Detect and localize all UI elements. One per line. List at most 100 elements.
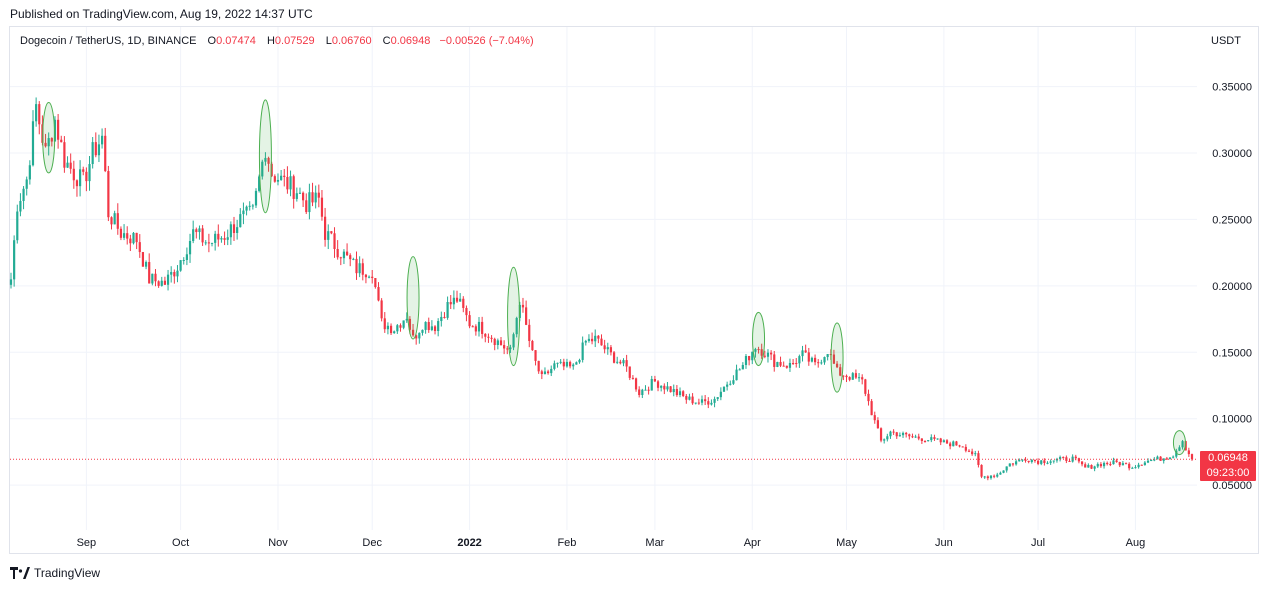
candle-body [1011, 463, 1015, 465]
candle-body [531, 341, 534, 351]
candle-body [104, 135, 107, 172]
candle-body [766, 352, 770, 357]
grid-lines [10, 27, 1197, 530]
candle-body [958, 445, 961, 447]
candle-body [898, 435, 901, 437]
candle-body [1190, 454, 1194, 460]
candle-body [879, 428, 883, 441]
x-tick-label: Jul [1031, 537, 1045, 549]
candle-body [358, 263, 361, 274]
candle-body [738, 369, 741, 371]
candle-body [590, 338, 594, 342]
spike-highlight-ellipse [1172, 430, 1186, 456]
candle-body [886, 436, 889, 440]
candle-body [393, 331, 396, 334]
candle-body [892, 431, 895, 433]
candle-body [283, 175, 286, 177]
chart-frame[interactable] [9, 26, 1259, 554]
x-tick-label: Aug [1126, 537, 1146, 549]
last-price: 0.06948 [1208, 452, 1248, 464]
candle-body [1109, 464, 1112, 466]
candle-body [710, 402, 713, 405]
candle-body [597, 335, 600, 339]
candle-body [556, 362, 559, 364]
candle-body [974, 453, 977, 455]
candle-body [1165, 458, 1168, 460]
candle-body [345, 251, 349, 256]
candle-body [1074, 456, 1077, 459]
candle-body [917, 436, 920, 439]
candle-body [989, 475, 993, 479]
candle-body [220, 238, 223, 240]
time-axis[interactable]: Sep Oct Nov Dec 2022 Feb Mar Apr May Jun Jul Aug [77, 537, 1146, 549]
candle-body [69, 162, 72, 169]
candle-body [63, 142, 66, 168]
candle-body [185, 254, 188, 260]
candle-body [289, 176, 292, 190]
candle-body [1068, 460, 1071, 462]
candle-body [317, 192, 320, 198]
candle-body [298, 192, 302, 194]
candle-body [217, 233, 220, 240]
candle-body [188, 241, 192, 255]
candle-body [1143, 462, 1146, 465]
tradingview-logo[interactable]: TradingView [10, 566, 100, 580]
candle-body [79, 169, 82, 187]
open-value: 0.07474 [216, 35, 256, 47]
candle-body [258, 176, 261, 191]
candle-body [440, 316, 443, 322]
candle-body [352, 258, 355, 260]
candle-body [223, 238, 226, 240]
candle-body [1159, 456, 1162, 461]
candle-body [697, 402, 700, 404]
candle-body [330, 231, 333, 234]
candle-body [854, 373, 858, 378]
candle-body [1146, 460, 1150, 463]
candle-body [939, 438, 942, 443]
candle-body [94, 142, 97, 156]
candle-body [1115, 460, 1118, 463]
candle-body [349, 255, 352, 260]
candle-body [647, 389, 650, 391]
y-tick-label: 0.25000 [1212, 214, 1252, 226]
candle-body [581, 342, 584, 360]
candle-body [1124, 463, 1128, 465]
candle-body [914, 436, 917, 438]
candle-body [848, 377, 851, 380]
candle-body [430, 326, 433, 331]
candle-body [688, 396, 691, 400]
x-tick-label: May [836, 537, 857, 549]
candle-body [713, 398, 716, 403]
candle-body [638, 389, 641, 396]
candle-body [1015, 461, 1018, 465]
candle-body [173, 272, 176, 277]
candle-body [320, 197, 324, 217]
candle-body [452, 297, 455, 305]
candle-body [446, 302, 449, 318]
candle-body [675, 389, 678, 396]
candle-body [1080, 461, 1084, 465]
candle-body [716, 397, 719, 399]
candle-body [1131, 467, 1134, 469]
candle-body [653, 379, 656, 382]
tradingview-logo-icon [10, 567, 30, 579]
candle-body [380, 300, 383, 319]
candle-body [1030, 459, 1033, 463]
candle-body [82, 169, 85, 172]
candle-body [773, 354, 776, 367]
candle-body [826, 354, 829, 358]
candle-body [741, 364, 744, 370]
candle-body [967, 450, 971, 452]
candle-body [669, 386, 672, 393]
spike-highlight-ellipse [258, 99, 272, 214]
x-tick-label: Sep [77, 537, 97, 549]
candle-body [782, 365, 785, 367]
candle-body [38, 104, 41, 125]
candle-body [198, 228, 201, 233]
price-axis[interactable]: 0.35000 0.30000 0.25000 0.20000 0.15000 0.100… [1212, 82, 1252, 493]
candle-body [355, 258, 358, 274]
candle-body [798, 356, 801, 364]
open-label: O [207, 35, 217, 47]
candle-body [707, 401, 710, 405]
